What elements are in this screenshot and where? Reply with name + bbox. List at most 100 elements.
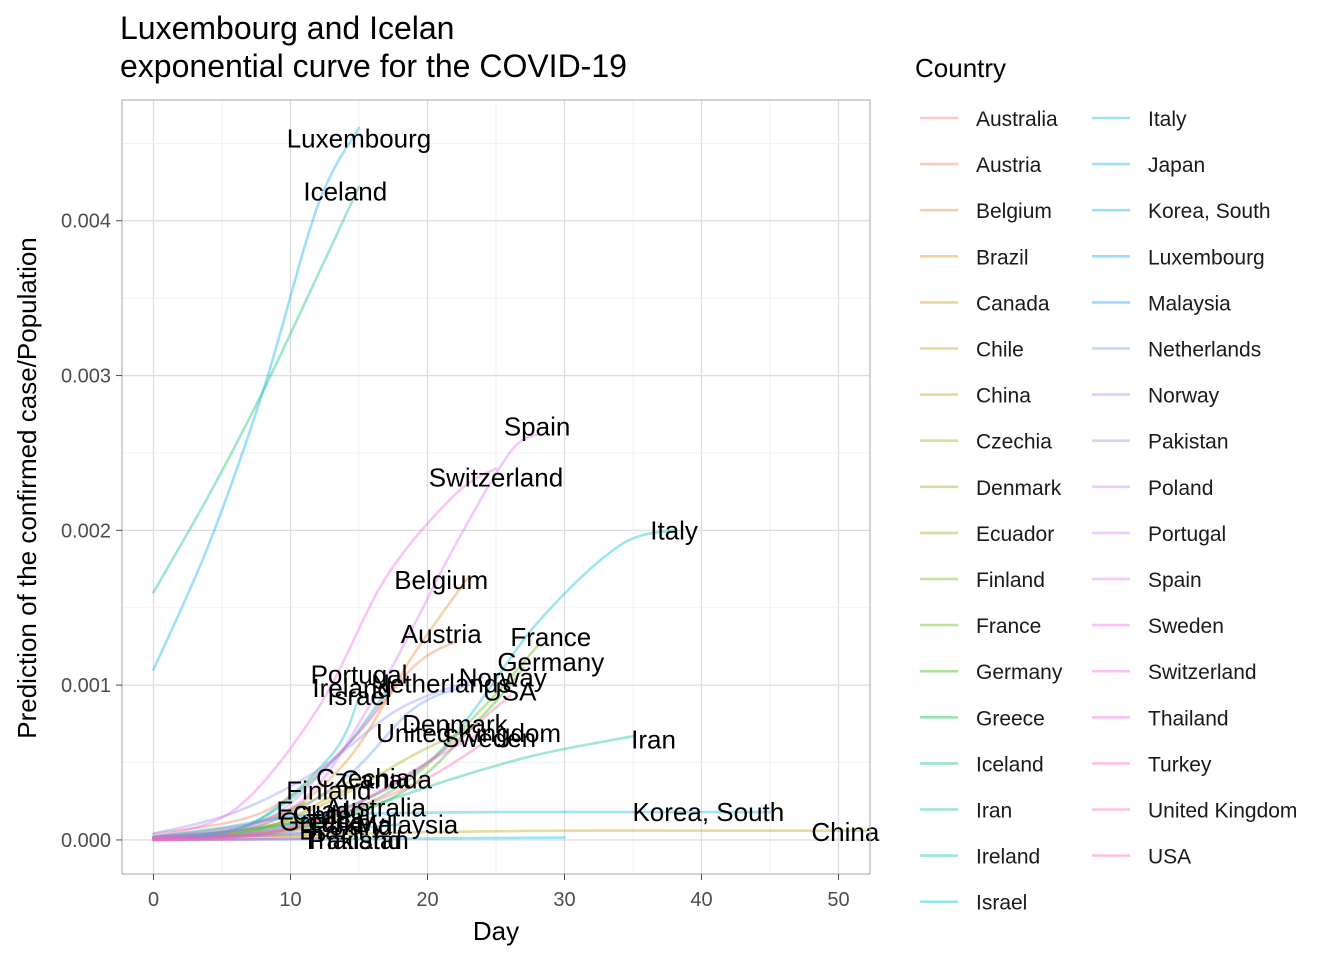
legend-label: Norway [1148,385,1220,408]
series-label-austria: Austria [401,619,482,649]
legend-label: United Kingdom [1148,800,1297,823]
legend-item-australia: Australia [920,108,1058,131]
series-line-poland [152,830,320,842]
legend-label: Brazil [976,246,1029,269]
series-line-pakistan [152,837,320,842]
series-label-malaysia: Malaysia [356,809,459,839]
series-label-netherlands: Netherlands [371,669,511,699]
y-axis-title: Prediction of the confirmed case/Populat… [12,237,42,739]
legend-item-france: France [920,615,1041,638]
legend-item-poland: Poland [1092,477,1213,500]
series-line-iceland [152,185,361,594]
legend-label: Greece [976,707,1045,730]
legend-label: China [976,385,1031,408]
legend-item-netherlands: Netherlands [1092,339,1261,362]
series-line-israel [152,696,361,840]
x-tick-label: 0 [148,889,159,911]
legend-item-malaysia: Malaysia [1092,292,1231,315]
legend-item-portugal: Portugal [1092,523,1226,546]
series-line-germany [152,666,525,840]
legend-label: Netherlands [1148,339,1261,362]
legend-item-belgium: Belgium [920,200,1052,223]
legend-label: Italy [1148,108,1187,131]
series-line-spain [152,433,539,840]
x-tick-label: 40 [690,889,712,911]
legend-label: Portugal [1148,523,1226,546]
grid-lines [122,100,870,874]
legend-label: Denmark [976,477,1062,500]
y-tick-label: 0.002 [61,520,111,542]
x-axis-ticks: 0 10 20 30 40 50 [148,874,850,911]
series-line-korea-south [152,810,772,839]
legend-label: Malaysia [1148,292,1231,315]
series-label-italy: Italy [650,515,698,545]
legend-label: Turkey [1148,753,1212,776]
legend-label: Czechia [976,431,1052,454]
series-label-sweden: Sweden [442,723,536,753]
series-line-belgium [152,575,470,839]
legend-label: Chile [976,339,1024,362]
series-labels: Australia Austria Belgium Brazil Canada Chile… [276,124,880,855]
y-axis-ticks: 0.000 0.001 0.002 0.003 0.004 [61,211,122,852]
x-tick-label: 50 [827,889,849,911]
series-label-luxembourg: Luxembourg [287,124,432,154]
legend-item-korea-south: Korea, South [1092,200,1271,223]
series-label-denmark: Denmark [402,709,508,739]
series-line-austria [152,640,457,836]
series-line-malaysia [152,823,402,840]
legend: Country Australia Austria Belgium Brazil Can… [915,53,1297,915]
series-label-spain: Spain [504,412,571,442]
series-line-brazil [152,834,320,842]
legend-label: Australia [976,108,1058,131]
series-line-turkey [152,817,374,842]
plot-panel-border [121,99,871,875]
y-tick-label: 0.004 [61,211,111,233]
series-label-germany: Germany [497,647,604,677]
series-label-france: France [510,622,591,652]
series-label-israel: Israel [327,681,391,711]
y-tick-label: 0.000 [61,830,111,852]
x-tick-label: 10 [279,889,301,911]
series-label-united-kingdom: United Kingdom [376,718,561,748]
legend-item-thailand: Thailand [1092,707,1229,730]
series-label-czechia: Czechia [316,763,410,793]
legend-item-germany: Germany [920,661,1063,684]
series-line-czechia [152,775,361,839]
series-label-turkey: Turkey [306,808,385,838]
legend-item-china: China [920,385,1031,408]
legend-item-spain: Spain [1092,569,1202,592]
series-label-pakistan: Pakistan [309,825,409,855]
legend-item-italy: Italy [1092,108,1187,131]
series-label-brazil: Brazil [299,816,364,846]
legend-item-czechia: Czechia [920,431,1052,454]
series-label-ireland: Ireland [312,673,392,703]
series-label-portugal: Portugal [311,659,408,689]
series-lines [152,126,868,842]
series-label-china: China [811,817,879,847]
series-line-chile [152,815,320,840]
y-tick-label: 0.001 [61,675,111,697]
chart-title-line-1: Luxembourg and Icelan [120,10,455,46]
legend-item-turkey: Turkey [1092,753,1212,776]
legend-label: Ecuador [976,523,1054,546]
series-line-australia [152,809,361,840]
series-label-iran: Iran [631,724,676,754]
legend-item-greece: Greece [920,707,1045,730]
legend-item-ecuador: Ecuador [920,523,1054,546]
legend-label: Israel [976,892,1027,915]
series-line-netherlands [152,683,470,840]
series-label-norway: Norway [459,662,547,692]
legend-label: Korea, South [1148,200,1271,223]
legend-label: Poland [1148,477,1213,500]
series-label-poland: Poland [312,811,393,841]
legend-item-switzerland: Switzerland [1092,661,1257,684]
legend-label: Belgium [976,200,1052,223]
legend-item-norway: Norway [1092,385,1220,408]
series-line-france [152,645,539,840]
legend-item-iceland: Iceland [920,753,1044,776]
legend-item-ireland: Ireland [920,846,1040,869]
series-line-canada [152,776,374,840]
legend-item-canada: Canada [920,292,1050,315]
legend-item-brazil: Brazil [920,246,1029,269]
